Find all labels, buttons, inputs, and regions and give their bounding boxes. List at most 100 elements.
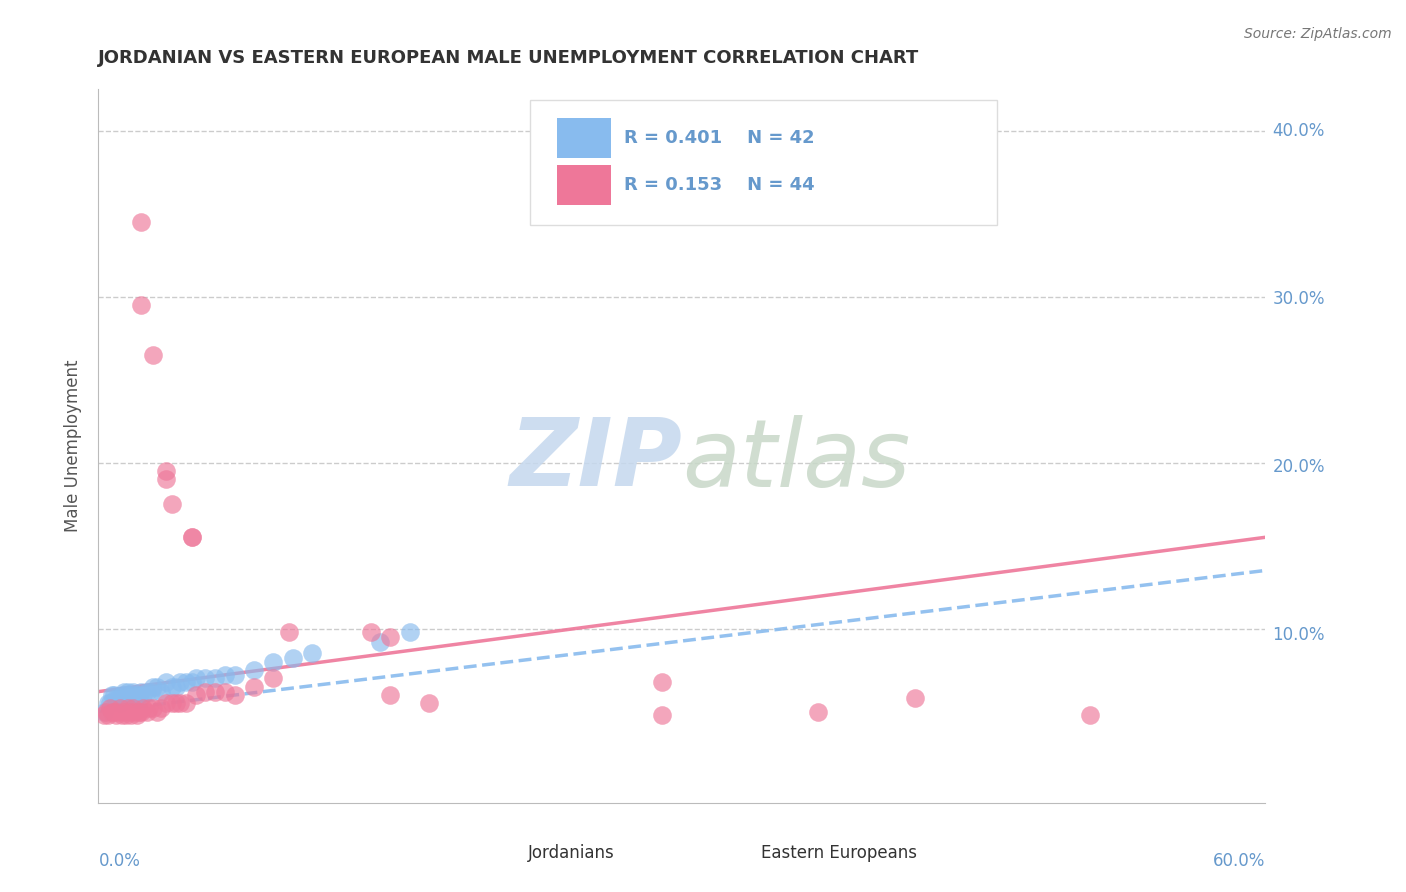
Text: Jordanians: Jordanians: [527, 844, 614, 862]
Point: [98, 696, 121, 710]
Point: [378, 688, 402, 702]
Point: [155, 464, 177, 478]
Point: [136, 705, 159, 719]
Point: [139, 684, 162, 698]
Point: [184, 671, 207, 685]
Point: [262, 655, 284, 669]
Point: [278, 624, 301, 639]
FancyBboxPatch shape: [470, 840, 520, 865]
Point: [378, 630, 402, 644]
Text: R = 0.401    N = 42: R = 0.401 N = 42: [623, 129, 814, 147]
Point: [107, 691, 129, 706]
Point: [117, 701, 139, 715]
Point: [111, 688, 134, 702]
Point: [142, 680, 165, 694]
Text: JORDANIAN VS EASTERN EUROPEAN MALE UNEMPLOYMENT CORRELATION CHART: JORDANIAN VS EASTERN EUROPEAN MALE UNEMP…: [98, 49, 920, 67]
Point: [904, 691, 927, 706]
Point: [214, 668, 236, 682]
Point: [1080, 707, 1102, 722]
Point: [128, 688, 150, 702]
Point: [118, 688, 141, 702]
Point: [97, 707, 120, 722]
Point: [174, 696, 197, 710]
FancyBboxPatch shape: [703, 840, 754, 865]
Point: [103, 705, 125, 719]
Text: 60.0%: 60.0%: [1213, 852, 1265, 870]
Point: [155, 472, 177, 486]
Point: [122, 684, 145, 698]
Text: ZIP: ZIP: [509, 414, 682, 507]
Point: [129, 298, 152, 312]
Point: [114, 688, 136, 702]
FancyBboxPatch shape: [557, 165, 610, 205]
Point: [155, 674, 177, 689]
Text: 10.0%: 10.0%: [1272, 626, 1324, 644]
Point: [165, 680, 187, 694]
Point: [121, 691, 143, 706]
Point: [129, 705, 152, 719]
Point: [93, 705, 115, 719]
Point: [108, 696, 131, 710]
Point: [360, 624, 382, 639]
Point: [128, 705, 150, 719]
Point: [93, 707, 115, 722]
FancyBboxPatch shape: [557, 119, 610, 159]
Point: [149, 684, 172, 698]
Point: [243, 663, 266, 677]
Point: [112, 684, 135, 698]
Point: [101, 705, 124, 719]
Point: [124, 688, 146, 702]
Point: [132, 688, 155, 702]
FancyBboxPatch shape: [530, 100, 997, 225]
Point: [96, 705, 118, 719]
Point: [262, 671, 284, 685]
Text: atlas: atlas: [682, 415, 910, 506]
Point: [127, 707, 149, 722]
Text: Source: ZipAtlas.com: Source: ZipAtlas.com: [1244, 27, 1392, 41]
Point: [136, 684, 159, 698]
Point: [146, 680, 169, 694]
Point: [138, 701, 160, 715]
Point: [398, 624, 420, 639]
Point: [651, 674, 673, 689]
Point: [146, 705, 169, 719]
Point: [97, 696, 120, 710]
Point: [122, 701, 145, 715]
Point: [104, 691, 127, 706]
Point: [418, 696, 440, 710]
Point: [301, 647, 323, 661]
Point: [180, 674, 202, 689]
Point: [214, 684, 236, 698]
Text: 0.0%: 0.0%: [98, 852, 141, 870]
Point: [112, 705, 135, 719]
Point: [281, 651, 304, 665]
Point: [149, 701, 172, 715]
Point: [108, 701, 131, 715]
Point: [184, 688, 207, 702]
Point: [155, 696, 177, 710]
Point: [194, 684, 217, 698]
Point: [807, 705, 830, 719]
Point: [174, 674, 197, 689]
Point: [162, 497, 184, 511]
Point: [129, 215, 152, 229]
Point: [124, 705, 146, 719]
Text: 40.0%: 40.0%: [1272, 122, 1324, 140]
Y-axis label: Male Unemployment: Male Unemployment: [65, 359, 83, 533]
Point: [162, 696, 184, 710]
Point: [204, 671, 226, 685]
Point: [103, 688, 125, 702]
Point: [224, 688, 246, 702]
Point: [142, 701, 165, 715]
Point: [370, 635, 392, 649]
Point: [142, 348, 165, 362]
Point: [127, 691, 149, 706]
Point: [224, 668, 246, 682]
Point: [169, 696, 191, 710]
Point: [129, 684, 152, 698]
Point: [180, 530, 202, 544]
Point: [118, 705, 141, 719]
Text: R = 0.153    N = 44: R = 0.153 N = 44: [623, 176, 814, 194]
Point: [117, 684, 139, 698]
Point: [98, 701, 121, 715]
